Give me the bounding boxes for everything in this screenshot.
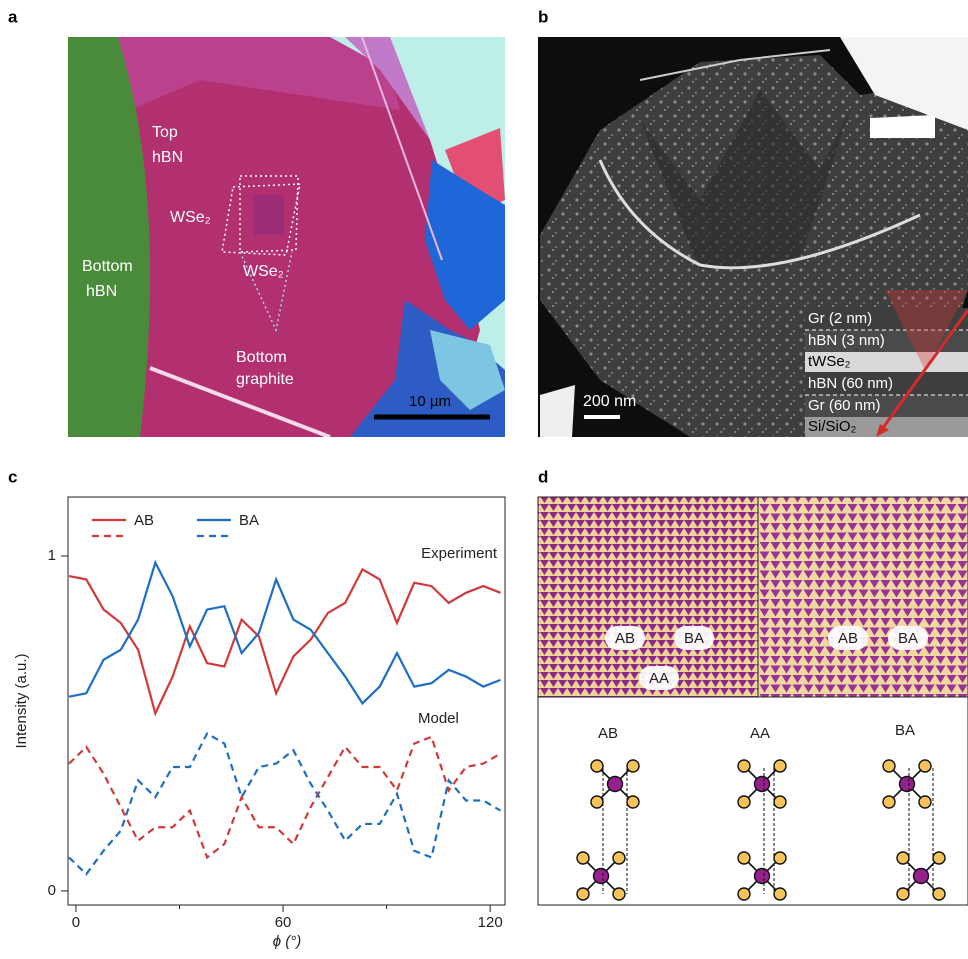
x-tick-label: 0 [72, 914, 80, 931]
map-label: AB [838, 630, 858, 647]
se-atom [627, 760, 639, 772]
legend-label: BA [239, 512, 259, 529]
panel-label: b [538, 7, 548, 26]
legend-label: AB [134, 512, 154, 529]
se-atom [738, 888, 750, 900]
se-atom [883, 760, 895, 772]
region-label: WSe₂ [170, 209, 211, 226]
se-atom [897, 888, 909, 900]
se-atom [897, 852, 909, 864]
se-atom [774, 852, 786, 864]
panel-label: a [8, 7, 18, 26]
se-atom [774, 796, 786, 808]
y-tick-label: 0 [48, 882, 56, 899]
layer-label: hBN (3 nm) [808, 332, 885, 349]
panel-label: c [8, 467, 17, 486]
se-atom [591, 760, 603, 772]
se-atom [883, 796, 895, 808]
w-atom [594, 869, 609, 884]
se-atom [591, 796, 603, 808]
w-atom [608, 777, 623, 792]
scale-bar-label: 10 µm [409, 393, 451, 410]
moire-map [758, 497, 968, 697]
y-axis-label: Intensity (a.u.) [13, 653, 30, 748]
series-line [69, 733, 500, 874]
region-label: Bottom [236, 349, 287, 366]
x-axis-label: ϕ (°) [273, 933, 302, 950]
layer-label: hBN (60 nm) [808, 375, 893, 392]
region-label: graphite [236, 371, 294, 388]
series-line [69, 569, 500, 713]
panel-label: d [538, 467, 548, 486]
map-label: BA [898, 630, 918, 647]
se-atom [774, 888, 786, 900]
layer-label: tWSe₂ [808, 353, 851, 370]
se-atom [577, 888, 589, 900]
region-label: WSe₂ [243, 263, 284, 280]
stacking-label: AA [750, 725, 770, 742]
se-atom [613, 852, 625, 864]
se-atom [919, 796, 931, 808]
se-atom [577, 852, 589, 864]
se-atom [933, 888, 945, 900]
sem-image [538, 37, 968, 437]
map-label: AB [615, 630, 635, 647]
layer-label: Gr (60 nm) [808, 397, 881, 414]
stacking-label: AB [598, 725, 618, 742]
scale-bar-label: 200 nm [583, 393, 636, 410]
se-atom [774, 760, 786, 772]
region-label: Bottom [82, 258, 133, 275]
map-label: AA [649, 670, 669, 687]
w-atom [755, 869, 770, 884]
se-atom [738, 796, 750, 808]
stacking-label: BA [895, 722, 915, 739]
figure: a b c d Top hBN WSe₂ WSe₂ Bottom hBN Bot… [0, 0, 968, 954]
se-atom [738, 852, 750, 864]
map-label: BA [684, 630, 704, 647]
x-tick-label: 60 [275, 914, 292, 931]
w-atom [900, 777, 915, 792]
se-atom [627, 796, 639, 808]
w-atom [914, 869, 929, 884]
w-atom [755, 777, 770, 792]
series-line [69, 563, 500, 704]
se-atom [738, 760, 750, 772]
region-label: hBN [86, 283, 117, 300]
region-label: hBN [152, 149, 183, 166]
y-tick-label: 1 [48, 547, 56, 564]
x-tick-label: 120 [478, 914, 503, 931]
annotation: Experiment [421, 545, 498, 562]
se-atom [919, 760, 931, 772]
se-atom [613, 888, 625, 900]
region-label: Top [152, 124, 178, 141]
layer-label: Gr (2 nm) [808, 310, 872, 327]
se-atom [933, 852, 945, 864]
layer-label: Si/SiO₂ [808, 418, 857, 435]
annotation: Model [418, 710, 459, 727]
